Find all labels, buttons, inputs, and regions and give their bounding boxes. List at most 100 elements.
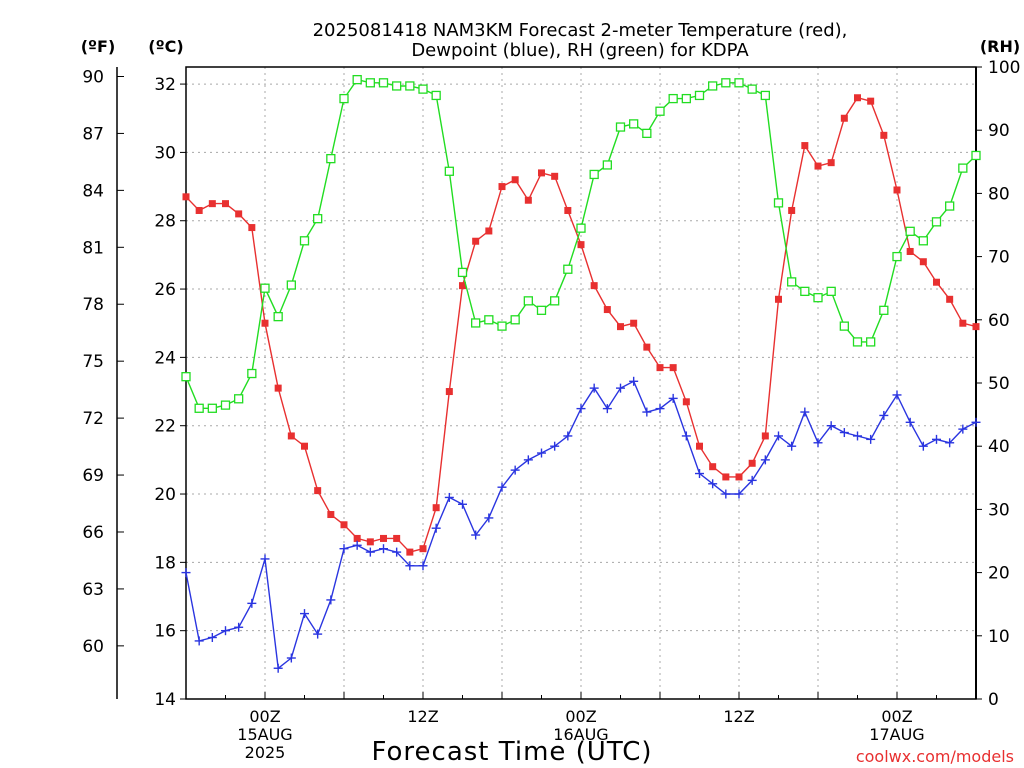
rh-point: [945, 201, 955, 211]
rh-point: [457, 267, 468, 278]
temperature-point: [722, 473, 730, 481]
temperature-point: [195, 206, 203, 214]
temperature-point: [498, 183, 506, 191]
dewpoint-point: [260, 554, 270, 564]
temperature-point: [459, 282, 466, 290]
rh-point: [220, 400, 231, 410]
temperature-point: [274, 384, 282, 392]
time-tick-label: 00Z: [881, 707, 912, 726]
temperature-point: [432, 504, 440, 512]
rh-point: [523, 296, 533, 306]
dewpoint-point: [616, 383, 625, 393]
time-tick-label: 17AUG: [869, 725, 924, 744]
dewpoint-point: [313, 629, 323, 639]
rh-point: [852, 337, 863, 347]
rh-point: [655, 106, 665, 116]
rh-point: [378, 78, 389, 88]
rh-point: [313, 214, 323, 224]
dewpoint-point: [247, 598, 257, 608]
temperature-point: [972, 323, 980, 331]
rh-tick-label: 20: [988, 564, 1010, 584]
rh-point: [826, 286, 836, 297]
temperature-point: [353, 534, 361, 542]
dewpoint-point: [326, 595, 336, 605]
temperature-point: [840, 114, 848, 122]
temperature-point: [577, 241, 585, 249]
rh-point: [299, 236, 310, 246]
dewpoint-point: [945, 438, 955, 448]
rh-point: [536, 305, 547, 315]
temperature-point: [472, 237, 480, 245]
time-tick-label: 12Z: [407, 707, 438, 726]
temperature-point: [906, 247, 914, 255]
fahrenheit-tick-label: 78: [82, 295, 104, 315]
dewpoint-point: [234, 622, 244, 632]
rh-point: [721, 78, 731, 88]
fahrenheit-tick-label: 90: [82, 67, 104, 87]
celsius-tick-label: 14: [154, 690, 176, 710]
x-axis-title: Forecast Time (UTC): [371, 737, 652, 767]
rh-point: [892, 251, 902, 262]
rh-point: [615, 122, 626, 132]
dewpoint-point: [642, 407, 652, 417]
rh-point: [392, 81, 402, 91]
temperature-point: [801, 142, 809, 150]
dewpoint-point: [221, 626, 230, 636]
temperature-point: [682, 398, 690, 406]
dewpoint-point: [892, 390, 902, 400]
dewpoint-point: [273, 663, 283, 673]
dewpoint-point: [484, 513, 494, 523]
celsius-tick-label: 18: [154, 553, 176, 573]
celsius-tick-label: 30: [154, 143, 176, 163]
rh-point: [905, 226, 915, 236]
rh-point: [958, 163, 968, 173]
rh-point: [497, 321, 507, 331]
temperature-line: [185, 96, 977, 553]
time-tick-label: 15AUG: [237, 725, 292, 744]
rh-point: [879, 305, 889, 315]
rh-point: [352, 74, 362, 85]
temperature-point: [761, 432, 769, 440]
temperature-point: [551, 172, 559, 180]
celsius-tick-label: 22: [154, 417, 176, 437]
temperature-point: [709, 463, 717, 471]
celsius-tick-label: 32: [154, 75, 176, 95]
rh-point: [234, 394, 244, 404]
rh-tick-label: 100: [988, 58, 1020, 78]
rh-point: [207, 403, 217, 413]
fahrenheit-tick-label: 81: [82, 238, 104, 258]
dewpoint-point: [365, 547, 375, 557]
dewpoint-point: [418, 561, 428, 571]
rh-tick-label: 90: [988, 121, 1010, 141]
dewpoint-point: [629, 376, 639, 386]
labels-layer: 2025081418 NAM3KM Forecast 2-meter Tempe…: [81, 20, 1020, 767]
rh-tick-label: 80: [988, 184, 1010, 204]
dewpoint-point: [866, 434, 876, 444]
dewpoint-point: [589, 383, 599, 393]
rh-point: [247, 368, 257, 379]
fahrenheit-tick-label: 72: [82, 409, 104, 429]
dewpoint-point: [379, 544, 388, 554]
rh-point: [681, 93, 691, 104]
rh-point: [563, 264, 573, 274]
rh-point: [800, 286, 810, 297]
dewpoint-point: [563, 431, 573, 441]
temperature-point: [630, 319, 638, 327]
watermark: coolwx.com/models: [856, 747, 1014, 766]
temperature-point: [406, 548, 414, 556]
dewpoint-point: [971, 417, 981, 427]
dewpoint-point: [668, 393, 678, 403]
temperature-point: [735, 473, 743, 481]
temperature-point: [222, 200, 229, 208]
celsius-unit-label: (ºC): [148, 37, 183, 56]
dewpoint-point: [826, 421, 836, 431]
dewpoint-point: [721, 489, 731, 499]
celsius-tick-label: 26: [154, 280, 176, 300]
rh-point: [431, 90, 441, 101]
rh-point: [747, 84, 757, 94]
dewpoint-point: [286, 653, 296, 663]
dewpoint-point: [787, 441, 797, 451]
dewpoint-point: [576, 404, 586, 414]
series-layer: [181, 74, 981, 673]
